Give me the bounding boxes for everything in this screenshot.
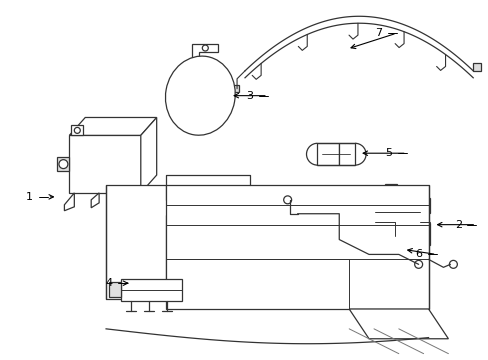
Circle shape — [203, 72, 213, 83]
Bar — [229, 85, 239, 92]
Text: 6: 6 — [414, 249, 421, 260]
Text: 5: 5 — [385, 148, 391, 158]
Polygon shape — [339, 143, 354, 165]
Circle shape — [202, 45, 208, 51]
Polygon shape — [91, 193, 99, 208]
Polygon shape — [69, 135, 141, 193]
Polygon shape — [165, 185, 427, 309]
Circle shape — [182, 108, 192, 119]
Circle shape — [74, 127, 80, 133]
Circle shape — [182, 72, 192, 83]
Circle shape — [414, 260, 422, 268]
Text: 7: 7 — [375, 28, 382, 38]
Circle shape — [203, 108, 213, 119]
Circle shape — [203, 90, 213, 101]
Bar — [472, 63, 480, 71]
Circle shape — [182, 90, 192, 101]
Polygon shape — [384, 184, 396, 198]
Text: 3: 3 — [246, 91, 253, 101]
Circle shape — [192, 99, 203, 110]
Polygon shape — [106, 185, 185, 299]
Bar — [121, 279, 182, 301]
Circle shape — [283, 196, 291, 204]
Polygon shape — [71, 125, 83, 135]
Circle shape — [59, 159, 68, 168]
Circle shape — [448, 260, 456, 268]
Text: 1: 1 — [26, 192, 33, 202]
Polygon shape — [69, 117, 156, 135]
Circle shape — [386, 187, 394, 195]
Polygon shape — [374, 198, 428, 246]
Polygon shape — [348, 309, 447, 339]
Text: 4: 4 — [105, 278, 112, 288]
Bar — [57, 157, 69, 171]
Polygon shape — [141, 117, 156, 193]
Polygon shape — [64, 193, 74, 211]
Ellipse shape — [165, 56, 235, 135]
Text: 2: 2 — [454, 220, 461, 230]
Polygon shape — [192, 44, 218, 58]
Polygon shape — [317, 143, 339, 165]
Bar — [109, 282, 121, 297]
